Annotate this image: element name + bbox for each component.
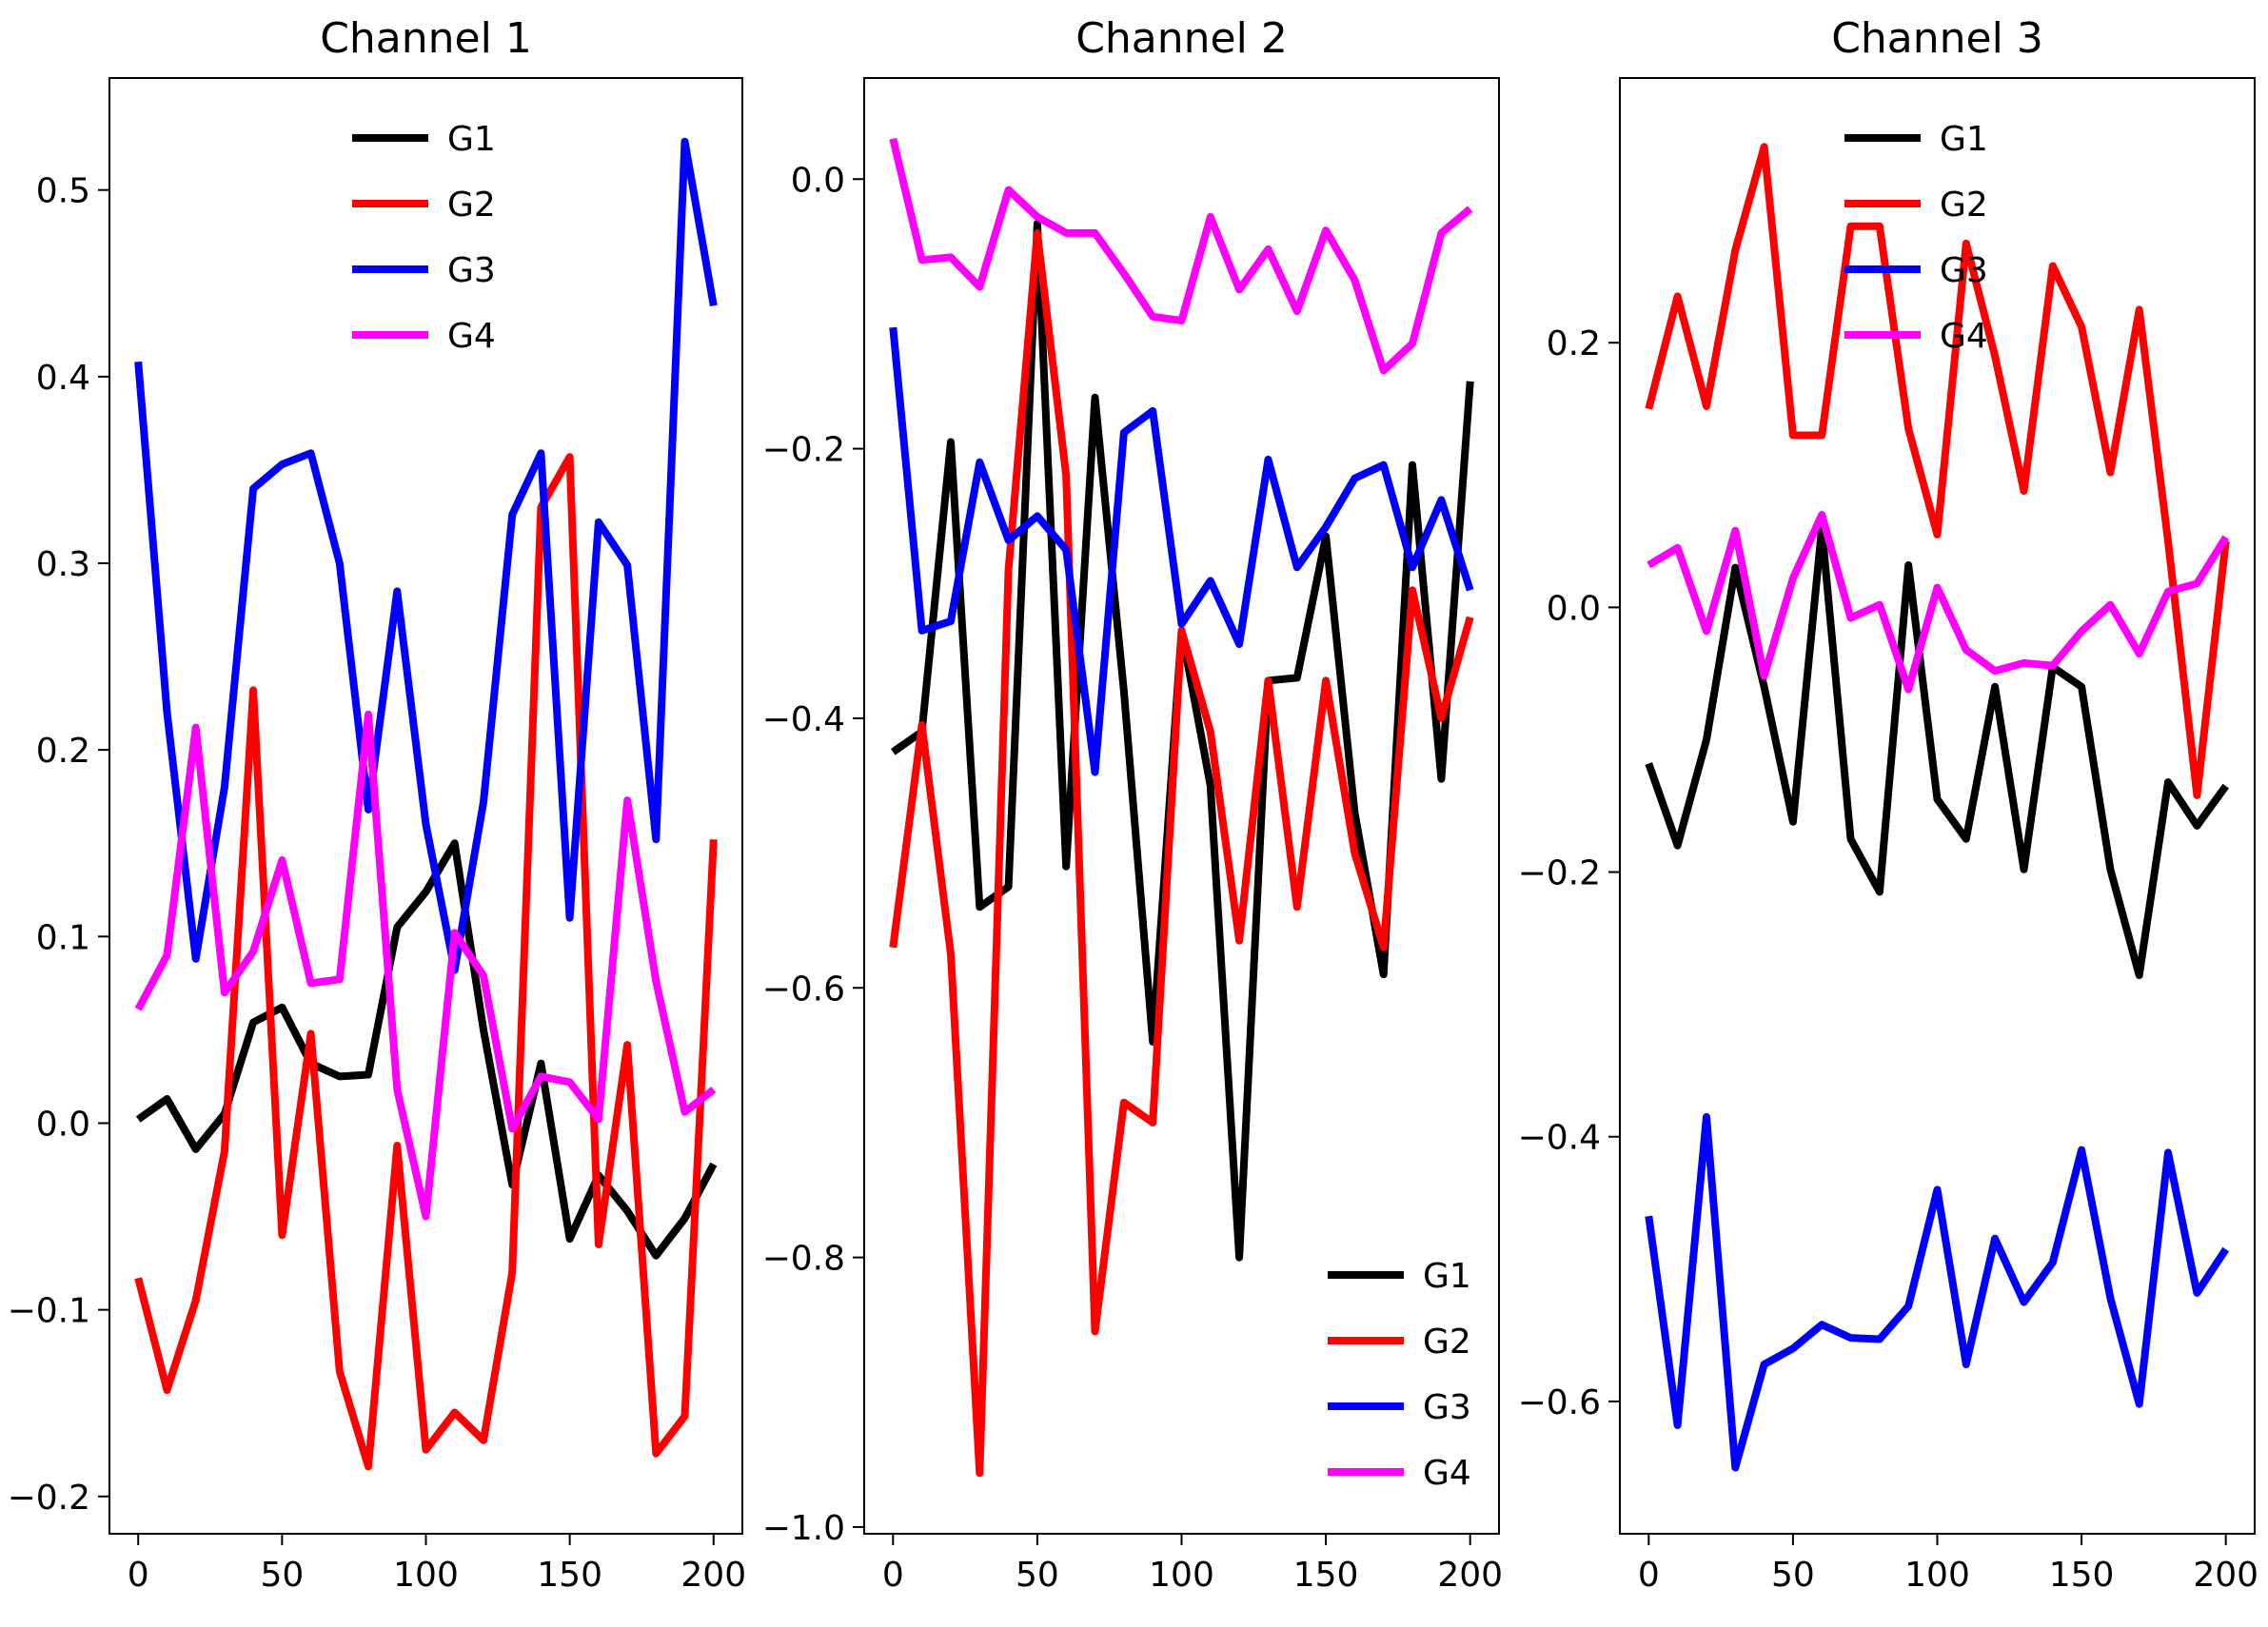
legend: G1 G2 G3 G4: [1844, 120, 1988, 356]
y-tick-label: −0.4: [762, 700, 845, 739]
y-tick-label: −0.2: [1518, 854, 1601, 893]
y-tick-label: −1.0: [762, 1509, 845, 1548]
y-tick-label: −0.6: [1518, 1383, 1601, 1422]
chart-panel-3: Channel 3 0 50 100 150 200 −0.6 −0.4 −0.2 0.0 0.2 G…: [1518, 14, 2258, 1595]
chart-title: Channel 3: [1831, 14, 2043, 63]
y-tick-label: 0.0: [36, 1105, 90, 1144]
x-tick-label: 100: [1904, 1556, 1970, 1595]
x-tick-label: 50: [1771, 1556, 1815, 1595]
x-tick-label: 50: [260, 1556, 304, 1595]
x-tick-label: 200: [2193, 1556, 2258, 1595]
legend-label-g1: G1: [447, 120, 496, 159]
series-line-g4: [134, 710, 717, 1221]
x-tick-label: 150: [2049, 1556, 2115, 1595]
y-tick-label: −0.1: [8, 1292, 90, 1331]
x-tick-label: 200: [1437, 1556, 1503, 1595]
y-tick-label: 0.4: [36, 359, 90, 398]
y-tick-label: −0.8: [762, 1240, 845, 1279]
chart-panel-1: Channel 1 0 50 100 150 200 −0.2 −0.1 0.0 0.1 0.2 0.…: [8, 14, 747, 1595]
x-tick-label: 100: [393, 1556, 459, 1595]
y-tick-label: −0.6: [762, 970, 845, 1009]
y-tick-label: −0.4: [1518, 1119, 1601, 1158]
x-tick-label: 0: [882, 1556, 904, 1595]
series-line-g2: [134, 453, 718, 1471]
legend-label-g3: G3: [1423, 1388, 1471, 1427]
legend-label-g1: G1: [1423, 1257, 1471, 1296]
x-tick-label: 150: [1293, 1556, 1359, 1595]
x-tick-label: 0: [1638, 1556, 1660, 1595]
legend-label-g3: G3: [1940, 251, 1988, 290]
series-line-g1: [1645, 523, 2229, 979]
y-tick-label: 0.2: [36, 732, 90, 771]
chart-title: Channel 1: [320, 14, 532, 63]
legend-label-g4: G4: [1940, 317, 1988, 356]
y-tick-label: 0.3: [36, 545, 90, 584]
y-tick-label: −0.2: [762, 431, 845, 470]
x-tick-label: 0: [128, 1556, 149, 1595]
legend-label-g1: G1: [1940, 120, 1988, 159]
series-line-g3: [134, 137, 718, 974]
legend-label-g4: G4: [447, 317, 496, 356]
legend-label-g4: G4: [1423, 1454, 1471, 1493]
x-tick-label: 200: [680, 1556, 746, 1595]
legend: G1 G2 G3 G4: [352, 120, 496, 356]
legend-label-g2: G2: [447, 186, 496, 225]
series-line-g2: [1645, 143, 2230, 799]
legend-label-g3: G3: [447, 251, 496, 290]
y-tick-label: 0.0: [791, 161, 845, 200]
y-tick-label: −0.2: [8, 1479, 90, 1518]
y-tick-label: 0.5: [36, 172, 90, 211]
series-line-g1: [135, 839, 718, 1260]
series-line-g3: [1645, 1112, 2230, 1472]
chart-panel-2: Channel 2 0 50 100 150 200 −1.0 −0.8 −0.6 −0.4 −0.…: [762, 14, 1503, 1595]
x-tick-label: 100: [1149, 1556, 1214, 1595]
y-tick-label: 0.1: [36, 918, 90, 957]
series-line-g4: [1647, 511, 2230, 694]
series-line-g4: [889, 137, 1473, 375]
x-tick-label: 50: [1016, 1556, 1059, 1595]
chart-title: Channel 2: [1075, 14, 1288, 63]
legend: G1 G2 G3 G4: [1328, 1257, 1471, 1493]
y-tick-label: 0.2: [1547, 324, 1601, 363]
series-line-g3: [889, 326, 1474, 776]
x-tick-label: 150: [537, 1556, 602, 1595]
y-tick-label: 0.0: [1547, 589, 1601, 628]
legend-label-g2: G2: [1940, 186, 1988, 225]
series-line-g2: [889, 228, 1474, 1478]
legend-label-g2: G2: [1423, 1323, 1471, 1362]
